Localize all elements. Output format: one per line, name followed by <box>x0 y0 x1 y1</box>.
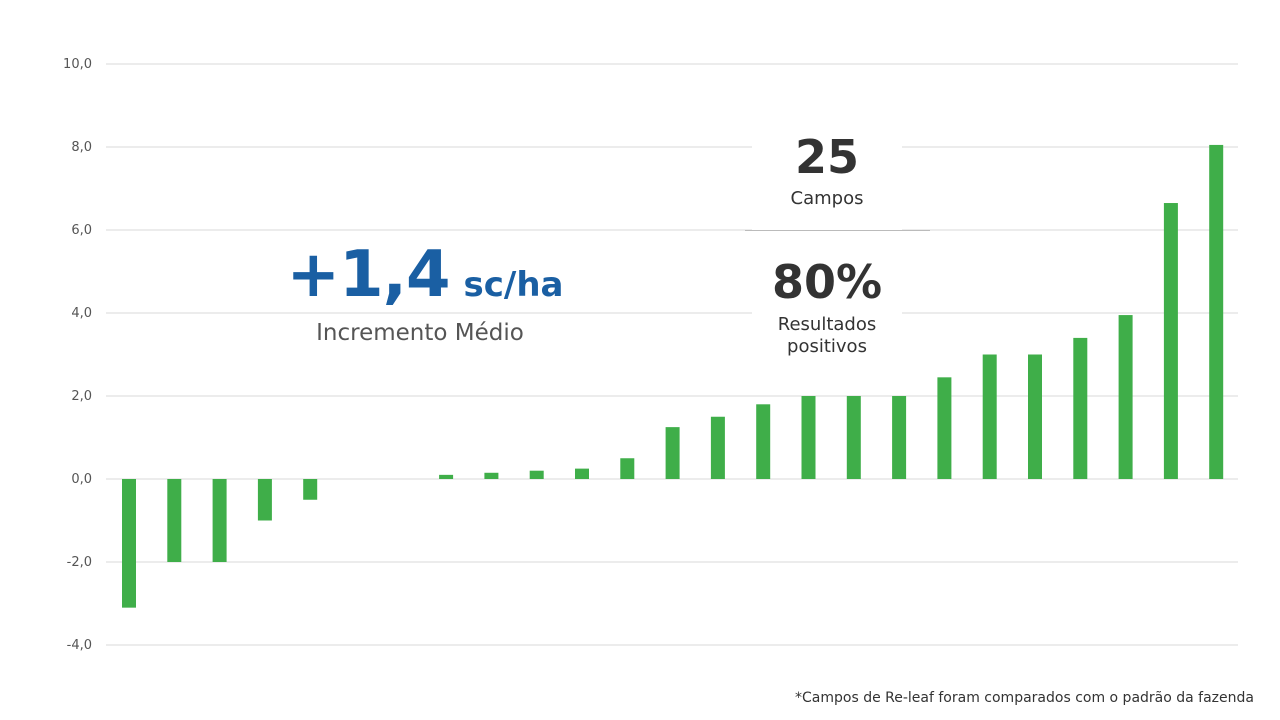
bar <box>1209 144 1224 480</box>
stats-panel: 25 Campos 80% Resultados positivos <box>752 120 902 370</box>
positive-label-line1: Resultados <box>777 314 877 335</box>
bar <box>620 458 635 479</box>
y-tick-label: 0,0 <box>71 472 92 487</box>
bar <box>167 479 182 562</box>
bar <box>122 479 136 608</box>
bar <box>257 479 272 521</box>
y-tick-label: 10,0 <box>63 57 92 72</box>
stats-divider <box>745 230 930 231</box>
y-tick-label: 6,0 <box>71 223 92 238</box>
y-tick-label: 4,0 <box>71 306 92 321</box>
bar <box>303 479 318 500</box>
bar <box>937 377 952 479</box>
bar <box>1028 354 1042 479</box>
bar <box>665 427 680 479</box>
gridlines <box>106 63 1238 646</box>
bar <box>1163 203 1178 479</box>
bar <box>982 354 997 479</box>
bar <box>1118 315 1133 479</box>
bar <box>484 472 499 479</box>
bar <box>529 470 544 479</box>
fields-count: 25 <box>794 130 859 184</box>
bar <box>892 396 907 479</box>
y-tick-label: 2,0 <box>71 389 92 404</box>
y-tick-label: -2,0 <box>67 555 92 570</box>
bar <box>212 479 227 562</box>
bar <box>1073 337 1088 479</box>
y-tick-label: -4,0 <box>67 638 92 653</box>
average-increase-value: +1,4 <box>286 238 451 312</box>
bar <box>756 404 771 479</box>
positive-percentage: 80% <box>771 255 883 309</box>
y-tick-label: 8,0 <box>71 140 92 155</box>
bar <box>439 474 454 479</box>
bars <box>122 144 1224 608</box>
fields-label: Campos <box>790 188 864 209</box>
bar <box>575 468 589 479</box>
positive-label-line2: positivos <box>787 336 867 357</box>
bar <box>710 416 725 479</box>
y-axis-tick-labels: 10,0 8,0 6,0 4,0 2,0 0,0 -2,0 -4,0 <box>63 57 92 653</box>
average-increase-caption: Incremento Médio <box>316 320 524 346</box>
bar <box>846 396 861 479</box>
footnote: *Campos de Re-leaf foram comparados com … <box>795 690 1254 706</box>
bar <box>801 396 816 479</box>
average-increase-headline: +1,4 sc/ha <box>230 238 620 312</box>
average-increase-unit: sc/ha <box>463 265 564 305</box>
